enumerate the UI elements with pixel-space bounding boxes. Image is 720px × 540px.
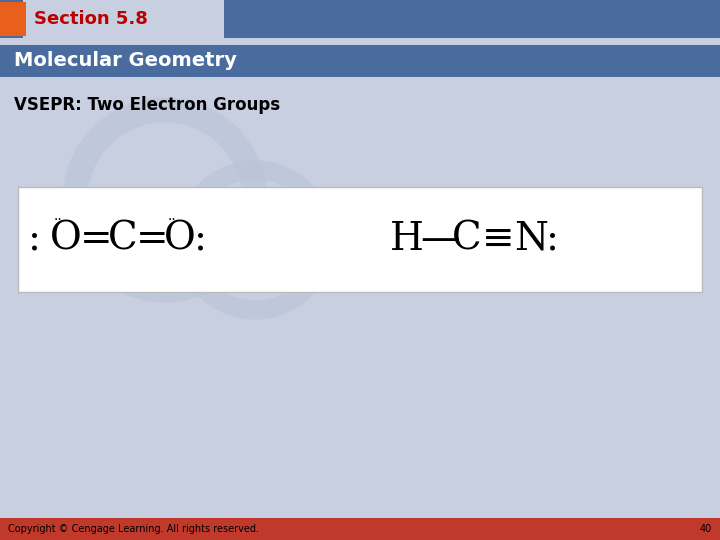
Text: C: C: [108, 221, 138, 258]
Text: O: O: [50, 221, 82, 258]
Text: Section 5.8: Section 5.8: [34, 10, 148, 28]
Text: 40: 40: [700, 524, 712, 534]
Text: =: =: [80, 221, 112, 258]
Text: :: :: [28, 221, 41, 258]
Text: ≡: ≡: [482, 221, 515, 258]
Text: H: H: [390, 221, 424, 258]
Text: —: —: [420, 221, 459, 258]
Text: N: N: [514, 221, 548, 258]
Bar: [0, 518, 720, 540]
Text: :: :: [194, 221, 207, 258]
Text: :: :: [546, 221, 559, 258]
Text: ··: ··: [54, 213, 63, 226]
Text: ··: ··: [168, 213, 176, 226]
Text: Copyright © Cengage Learning. All rights reserved.: Copyright © Cengage Learning. All rights…: [8, 524, 259, 534]
Text: =: =: [136, 221, 168, 258]
Text: O: O: [164, 221, 196, 258]
Text: Molecular Geometry: Molecular Geometry: [14, 51, 237, 71]
Text: C: C: [452, 221, 482, 258]
Bar: [0, 2, 26, 36]
Bar: [0, 0, 720, 38]
Bar: [18, 187, 702, 292]
FancyBboxPatch shape: [23, 0, 224, 41]
Bar: [0, 45, 720, 77]
Text: VSEPR: Two Electron Groups: VSEPR: Two Electron Groups: [14, 96, 280, 114]
